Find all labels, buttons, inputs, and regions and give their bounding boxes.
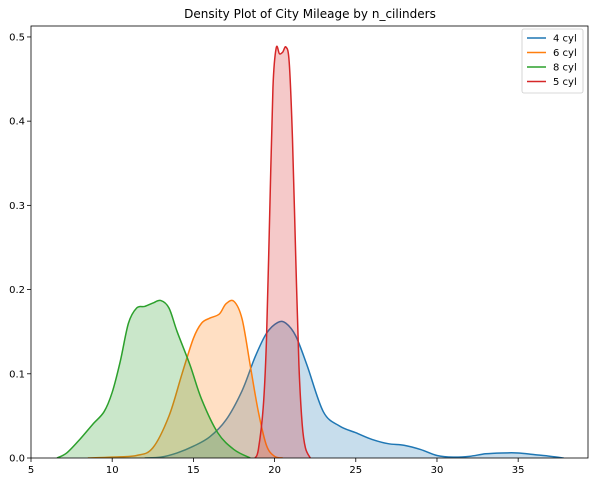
- x-tick-label: 10: [106, 465, 119, 476]
- density-line-4-cyl: [144, 320, 564, 458]
- legend-label-4-cyl: 4 cyl: [553, 34, 577, 45]
- plot-area: [56, 45, 564, 458]
- legend-box: [521, 28, 584, 94]
- density-line-5-cyl: [254, 45, 311, 458]
- density-line-6-cyl: [87, 299, 283, 458]
- x-tick-label: 25: [349, 465, 362, 476]
- legend: 4 cyl 6 cyl 8 cyl 5 cyl: [521, 28, 584, 94]
- legend-label-6-cyl: 6 cyl: [553, 48, 577, 59]
- x-axis: 5 10 15 20 25 30 35: [28, 458, 525, 476]
- y-axis: 0.0 0.1 0.2 0.3 0.4 0.5: [9, 32, 31, 465]
- legend-label-5-cyl: 5 cyl: [553, 77, 577, 88]
- density-fill-4-cyl: [144, 321, 564, 458]
- chart-title: Density Plot of City Mileage by n_cilind…: [184, 7, 436, 21]
- x-tick-label: 20: [268, 465, 281, 476]
- x-tick-label: 15: [187, 465, 200, 476]
- density-line-8-cyl: [56, 299, 251, 458]
- y-tick-label: 0.0: [9, 454, 25, 465]
- density-fill-8-cyl: [56, 300, 251, 458]
- axes-frame: [30, 25, 589, 459]
- x-tick-label: 30: [431, 465, 444, 476]
- x-tick-label: 5: [28, 465, 34, 476]
- y-tick-label: 0.1: [9, 369, 25, 380]
- x-tick-label: 35: [512, 465, 525, 476]
- legend-label-8-cyl: 8 cyl: [553, 63, 577, 74]
- density-fill-5-cyl: [255, 46, 311, 458]
- y-tick-label: 0.2: [9, 285, 25, 296]
- y-tick-label: 0.4: [9, 117, 25, 128]
- density-fill-6-cyl: [87, 300, 283, 458]
- y-tick-label: 0.3: [9, 201, 25, 212]
- y-tick-label: 0.5: [9, 32, 25, 43]
